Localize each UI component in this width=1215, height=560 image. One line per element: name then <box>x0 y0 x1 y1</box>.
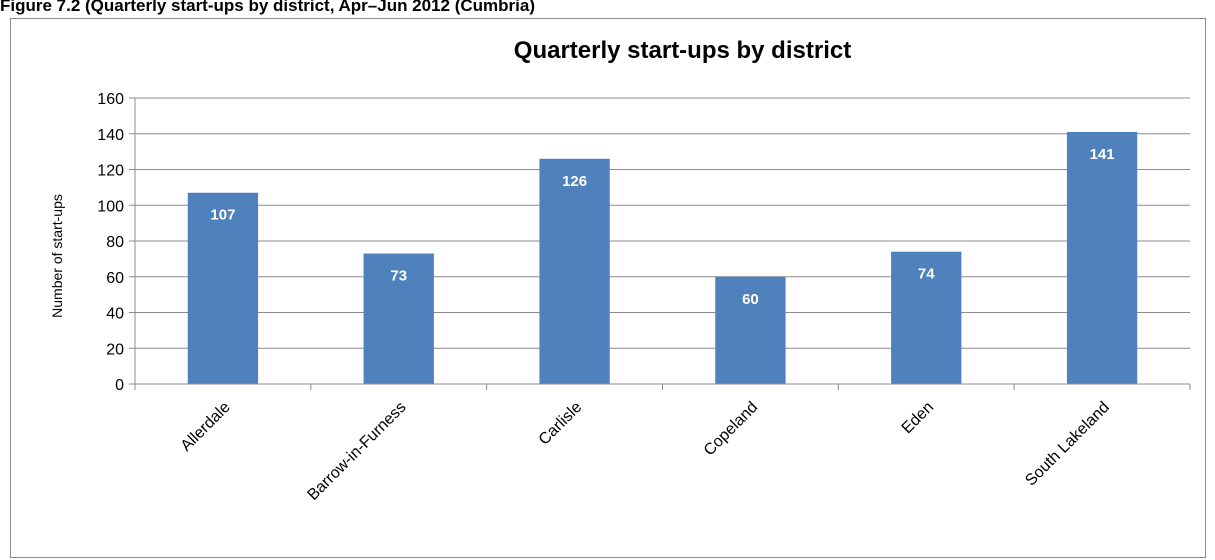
y-tick-label: 160 <box>97 91 124 108</box>
gridlines <box>135 97 1190 349</box>
data-labels: 107 73 126 60 74 141 <box>210 146 1114 308</box>
y-tick-label: 40 <box>106 306 124 323</box>
bar <box>363 253 434 384</box>
y-tick-label: 80 <box>106 234 124 251</box>
x-tick-label: South Lakeland <box>1022 399 1113 490</box>
bar <box>891 251 962 384</box>
y-tick-label: 0 <box>115 377 124 394</box>
y-tick-labels: 0 20 40 60 80 100 120 140 160 <box>97 91 124 394</box>
bars <box>187 131 1138 384</box>
figure-caption: Figure 7.2 (Quarterly start-ups by distr… <box>0 0 536 15</box>
y-tick-label: 100 <box>97 198 124 215</box>
y-tick-label: 140 <box>97 127 124 144</box>
y-tick-label: 20 <box>106 341 124 358</box>
y-tick-label: 120 <box>97 163 124 180</box>
chart-title: Quarterly start-ups by district <box>514 37 851 64</box>
x-tick-label: Eden <box>899 399 937 437</box>
data-label: 126 <box>562 173 587 190</box>
y-axis-label: Number of start-ups <box>49 194 65 318</box>
data-label: 74 <box>918 266 935 283</box>
bar <box>539 158 610 384</box>
x-tick-label: Barrow-in-Furness <box>305 399 410 504</box>
data-label: 141 <box>1090 146 1115 163</box>
data-label: 73 <box>390 268 407 285</box>
x-tick-label: Allerdale <box>178 399 234 455</box>
x-tick-label: Carlisle <box>536 399 586 449</box>
y-tick-label: 60 <box>106 270 124 287</box>
x-tick-label: Copeland <box>701 399 761 459</box>
axes <box>129 97 1191 390</box>
data-label: 60 <box>742 291 759 308</box>
bar <box>187 192 259 384</box>
data-label: 107 <box>210 207 235 224</box>
bar <box>715 276 786 384</box>
bar <box>1066 131 1138 384</box>
x-tick-labels: Allerdale Barrow-in-Furness Carlisle Copela… <box>178 399 1113 504</box>
